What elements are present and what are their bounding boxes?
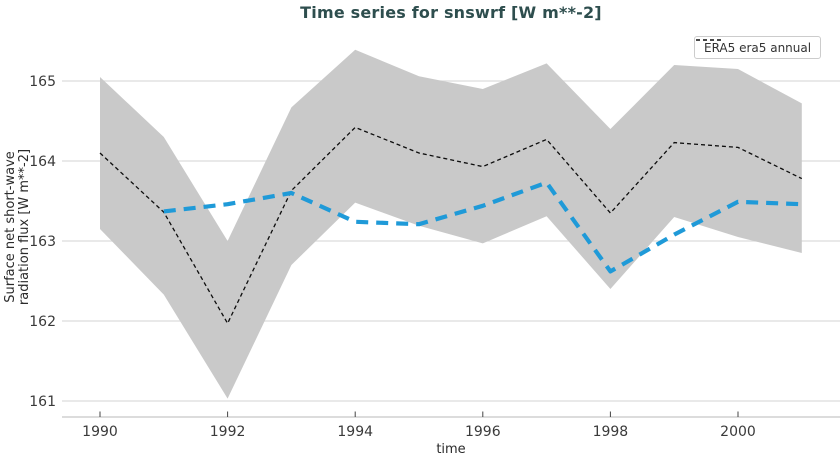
x-tick-label: 1992 — [210, 424, 246, 440]
y-axis-title: radiation flux [W m**-2] — [17, 149, 32, 305]
x-tick-label: 2000 — [720, 424, 756, 440]
y-tick-label: 165 — [29, 74, 56, 90]
x-axis-title: time — [436, 442, 465, 457]
y-tick-label: 164 — [29, 154, 56, 170]
uncertainty-band — [100, 49, 802, 399]
x-tick-label: 1996 — [465, 424, 501, 440]
x-tick-label: 1998 — [593, 424, 629, 440]
smoothed-line — [163, 180, 802, 274]
y-tick-label: 161 — [29, 394, 56, 410]
y-tick-label: 162 — [29, 314, 56, 330]
legend-line-sample — [696, 39, 724, 41]
legend-entry-label: ERA5 era5 annual — [704, 40, 812, 55]
era5-annual-line — [99, 126, 803, 325]
y-axis-title: Surface net short-wave — [3, 151, 18, 303]
legend-box: ERA5 era5 annual — [694, 36, 822, 59]
x-tick-label: 1990 — [82, 424, 118, 440]
x-tick-label: 1994 — [337, 424, 373, 440]
y-tick-label: 163 — [29, 234, 56, 250]
chart-title: Time series for snswrf [W m**-2] — [300, 3, 602, 22]
